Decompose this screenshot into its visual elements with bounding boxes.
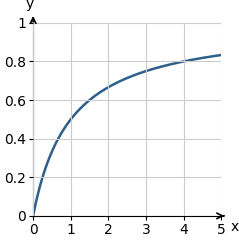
X-axis label: x: x — [230, 220, 239, 234]
Y-axis label: y: y — [25, 0, 33, 11]
